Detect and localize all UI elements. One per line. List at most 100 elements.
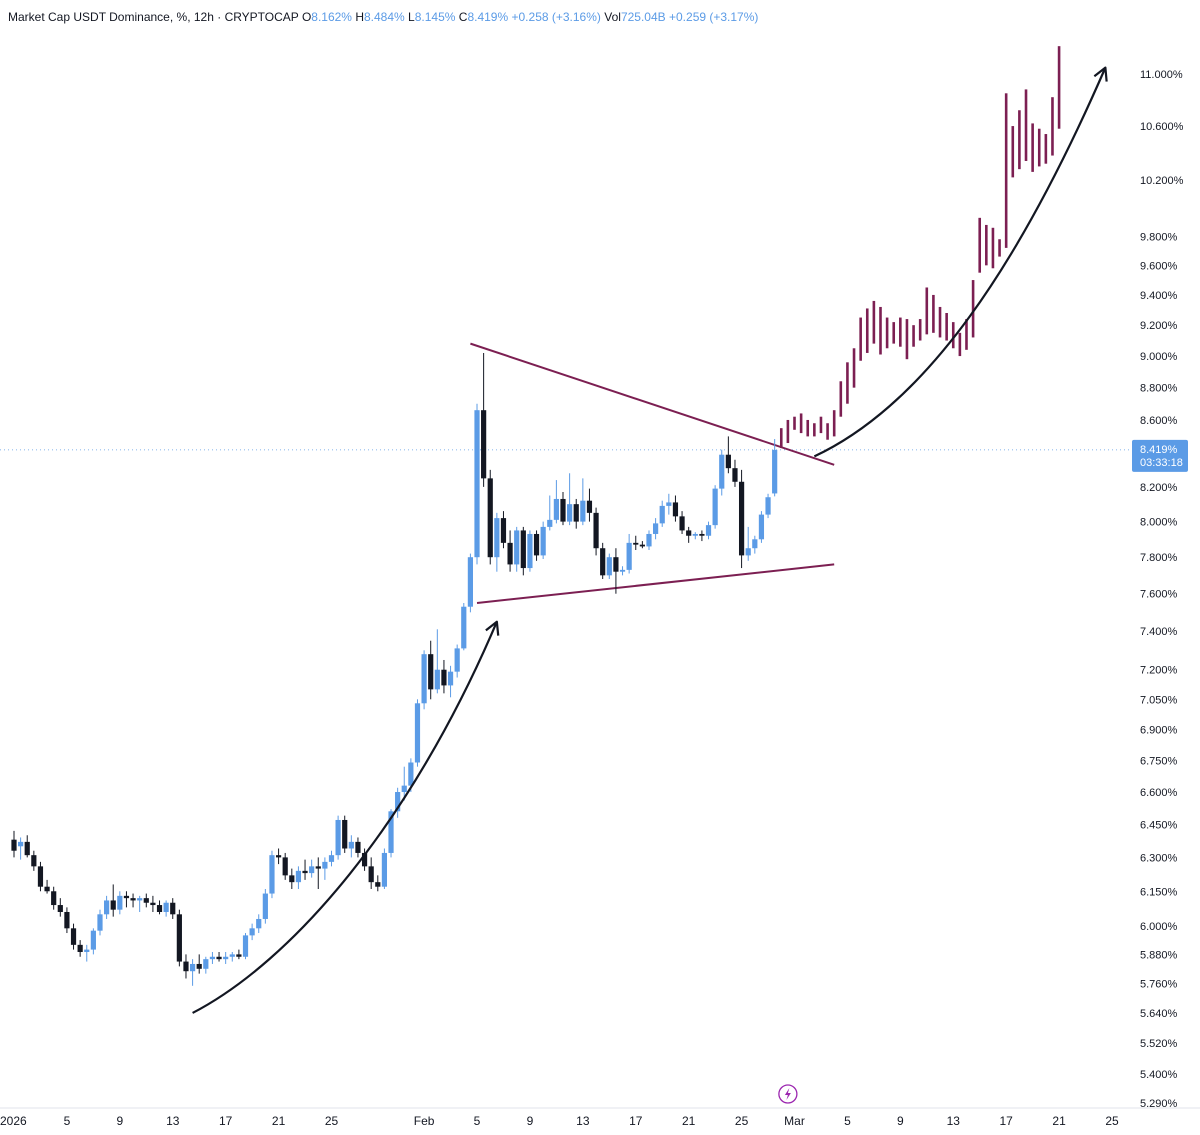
trendline-lower[interactable] bbox=[476, 563, 835, 604]
candle[interactable] bbox=[408, 762, 414, 786]
candle[interactable] bbox=[672, 502, 679, 517]
candle[interactable] bbox=[666, 502, 672, 506]
candle[interactable] bbox=[302, 870, 308, 874]
candle[interactable] bbox=[348, 841, 354, 849]
candle[interactable] bbox=[619, 569, 626, 572]
candle[interactable] bbox=[646, 533, 652, 547]
candle[interactable] bbox=[262, 893, 268, 919]
candle[interactable] bbox=[156, 905, 163, 912]
candle[interactable] bbox=[732, 468, 738, 482]
candle[interactable] bbox=[189, 963, 196, 972]
candle[interactable] bbox=[600, 548, 606, 576]
candle[interactable] bbox=[560, 498, 566, 522]
candle[interactable] bbox=[170, 902, 176, 915]
candle[interactable] bbox=[368, 866, 374, 883]
candle[interactable] bbox=[388, 811, 394, 853]
candle[interactable] bbox=[130, 898, 136, 901]
candle[interactable] bbox=[547, 519, 553, 527]
candle[interactable] bbox=[150, 902, 156, 906]
candle[interactable] bbox=[765, 497, 771, 515]
candle[interactable] bbox=[143, 898, 149, 903]
candle[interactable] bbox=[567, 504, 573, 522]
candle[interactable] bbox=[289, 875, 295, 883]
candle[interactable] bbox=[487, 478, 493, 558]
candle[interactable] bbox=[84, 949, 90, 952]
candle[interactable] bbox=[37, 866, 44, 887]
candle[interactable] bbox=[51, 891, 57, 906]
candle[interactable] bbox=[176, 914, 182, 962]
candle[interactable] bbox=[269, 855, 275, 894]
candle[interactable] bbox=[375, 882, 381, 887]
candle[interactable] bbox=[712, 488, 718, 526]
candle[interactable] bbox=[361, 852, 368, 867]
candle[interactable] bbox=[137, 898, 143, 901]
candle[interactable] bbox=[745, 548, 751, 556]
candle[interactable] bbox=[57, 905, 63, 912]
candle[interactable] bbox=[441, 669, 447, 686]
price-axis-area[interactable] bbox=[1130, 0, 1200, 1135]
candle[interactable] bbox=[653, 523, 659, 534]
candle[interactable] bbox=[719, 454, 725, 489]
candle[interactable] bbox=[203, 959, 209, 969]
candle[interactable] bbox=[752, 539, 758, 549]
candle[interactable] bbox=[64, 911, 70, 929]
candle[interactable] bbox=[236, 954, 242, 957]
candle[interactable] bbox=[183, 961, 189, 972]
candle[interactable] bbox=[520, 530, 526, 569]
candle[interactable] bbox=[421, 654, 427, 704]
candle[interactable] bbox=[454, 648, 460, 672]
candle[interactable] bbox=[500, 518, 507, 543]
candle[interactable] bbox=[249, 928, 255, 936]
candle[interactable] bbox=[104, 900, 110, 915]
candle[interactable] bbox=[593, 512, 599, 549]
candle[interactable] bbox=[679, 516, 685, 531]
candle[interactable] bbox=[355, 841, 361, 853]
candle[interactable] bbox=[328, 855, 335, 862]
candle[interactable] bbox=[580, 500, 586, 522]
candle[interactable] bbox=[70, 928, 77, 945]
candle[interactable] bbox=[11, 839, 17, 851]
candle[interactable] bbox=[414, 703, 421, 763]
candle[interactable] bbox=[110, 900, 116, 910]
candle[interactable] bbox=[335, 819, 341, 856]
candle[interactable] bbox=[97, 914, 103, 931]
candle[interactable] bbox=[90, 930, 96, 950]
candle[interactable] bbox=[295, 870, 302, 883]
candle[interactable] bbox=[553, 498, 559, 520]
candle[interactable] bbox=[626, 542, 632, 570]
candle[interactable] bbox=[428, 654, 434, 690]
first-leg-arrow[interactable] bbox=[192, 621, 498, 1014]
candle[interactable] bbox=[77, 944, 83, 952]
candle[interactable] bbox=[474, 410, 480, 558]
candle[interactable] bbox=[692, 533, 698, 536]
candle[interactable] bbox=[507, 542, 513, 565]
candle[interactable] bbox=[533, 533, 540, 556]
candle[interactable] bbox=[613, 557, 619, 572]
candle[interactable] bbox=[725, 454, 731, 469]
candle[interactable] bbox=[659, 505, 665, 524]
candle[interactable] bbox=[163, 902, 169, 912]
candle[interactable] bbox=[322, 861, 328, 869]
candle[interactable] bbox=[434, 669, 440, 690]
trendline-upper[interactable] bbox=[470, 342, 835, 466]
candle[interactable] bbox=[223, 956, 229, 960]
candle[interactable] bbox=[18, 841, 24, 847]
candle[interactable] bbox=[282, 857, 288, 876]
candle[interactable] bbox=[395, 792, 401, 812]
candle[interactable] bbox=[772, 449, 778, 494]
candle[interactable] bbox=[117, 895, 123, 910]
candle[interactable] bbox=[196, 963, 202, 969]
candle[interactable] bbox=[527, 533, 533, 569]
candle[interactable] bbox=[494, 518, 500, 558]
candle[interactable] bbox=[242, 935, 249, 957]
candle[interactable] bbox=[216, 956, 222, 960]
candle[interactable] bbox=[606, 557, 612, 576]
candle[interactable] bbox=[481, 410, 487, 479]
candle[interactable] bbox=[573, 504, 579, 522]
candle[interactable] bbox=[31, 855, 37, 867]
candle[interactable] bbox=[514, 530, 520, 565]
candle[interactable] bbox=[44, 886, 50, 892]
candle[interactable] bbox=[123, 895, 130, 899]
projection-arrow[interactable] bbox=[813, 67, 1107, 458]
